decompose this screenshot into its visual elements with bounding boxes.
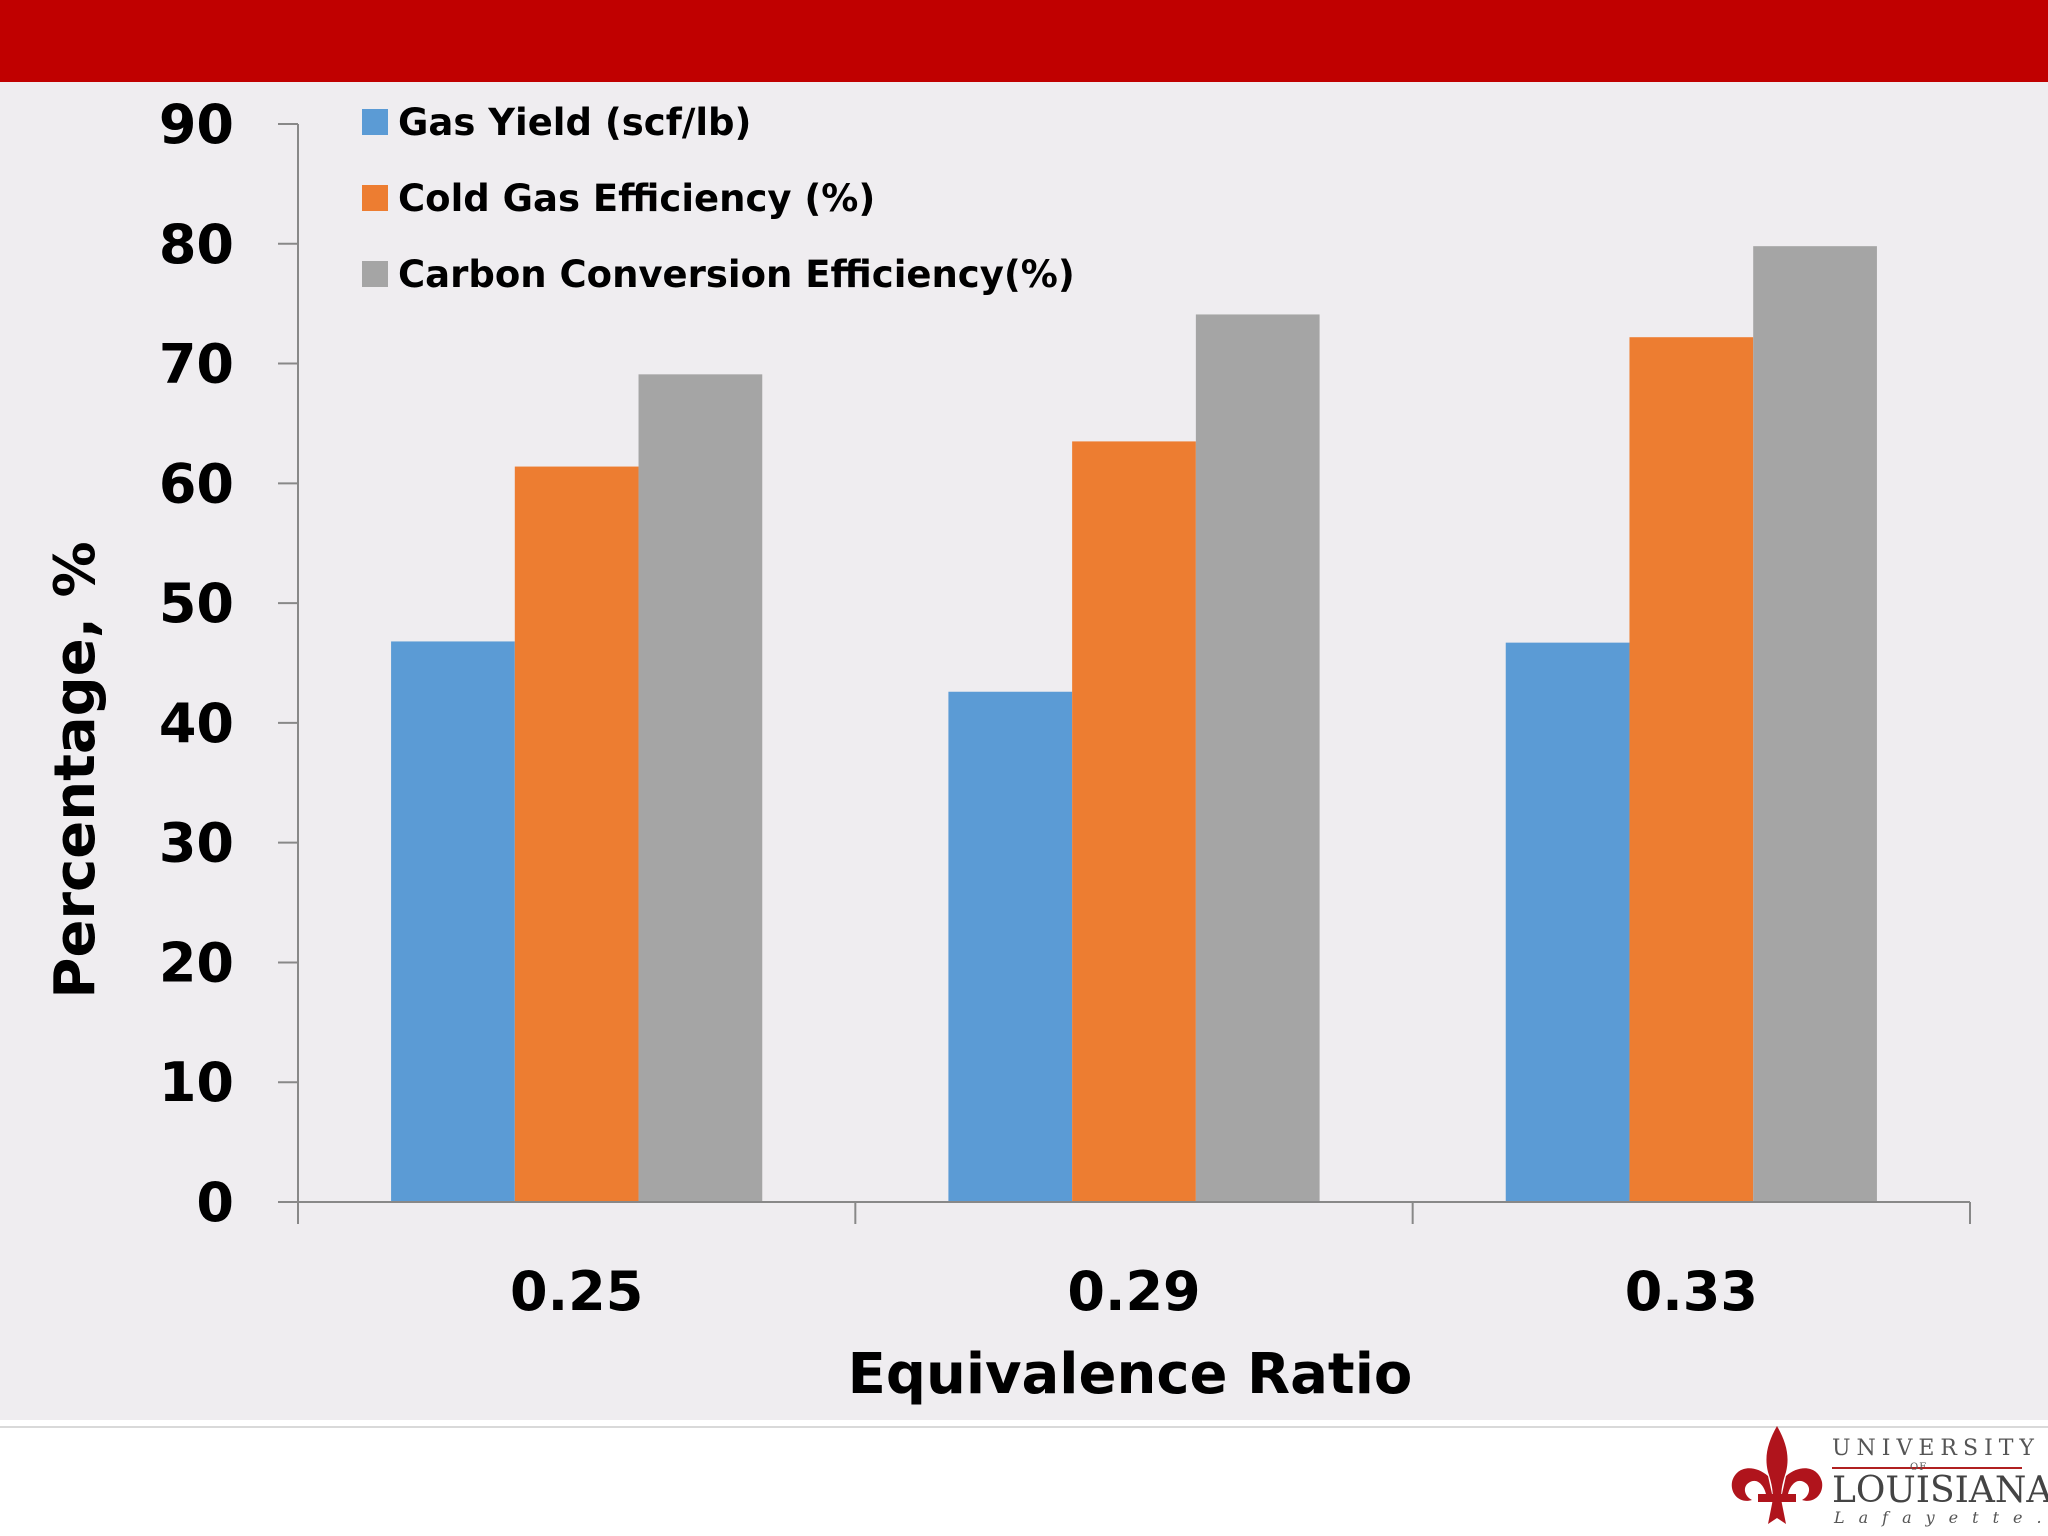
logo-text-louisiana: LOUISIANA	[1832, 1470, 2048, 1511]
bar-carbon-conversion-efficiency	[638, 374, 763, 1202]
logo-text-university: UNIVERSITY	[1832, 1436, 2040, 1461]
legend-swatch	[362, 109, 388, 135]
x-tick-label: 0.33	[1625, 1260, 1758, 1323]
bar-gas-yield-scf-lb	[391, 641, 515, 1202]
y-tick-label: 70	[159, 333, 234, 396]
logo-divider	[1832, 1467, 2022, 1469]
footer-divider	[0, 1426, 2048, 1428]
bar-cold-gas-efficiency	[1072, 441, 1196, 1202]
bar-cold-gas-efficiency	[514, 466, 639, 1202]
y-tick-label: 20	[159, 931, 234, 994]
y-tick-label: 80	[159, 213, 234, 276]
top-banner	[0, 0, 2048, 82]
y-tick-label: 90	[159, 93, 234, 156]
y-tick-label: 30	[159, 812, 234, 875]
legend-entry-label: Gas Yield (scf/lb)	[398, 101, 751, 144]
bar-gas-yield-scf-lb	[948, 691, 1073, 1202]
x-tick-labels: 0.25 0.29 0.33	[510, 1260, 1758, 1323]
y-tick-label: 40	[159, 692, 234, 755]
legend-swatch	[362, 261, 388, 287]
bar-gas-yield-scf-lb	[1505, 642, 1630, 1202]
bar-carbon-conversion-efficiency	[1753, 246, 1877, 1202]
legend-entry-label: Carbon Conversion Efficiency(%)	[398, 253, 1075, 296]
fleur-de-lis-icon	[1731, 1426, 1823, 1524]
legend-entry-label: Cold Gas Efficiency (%)	[398, 177, 875, 220]
y-tick-label: 50	[159, 572, 234, 635]
bar-cold-gas-efficiency	[1629, 337, 1754, 1202]
x-axis-title: Equivalence Ratio	[848, 1342, 1413, 1407]
y-tick-label: 10	[159, 1051, 234, 1114]
x-tick-label: 0.25	[510, 1260, 643, 1323]
axes-group	[278, 123, 1971, 1224]
legend: Gas Yield (scf/lb) Cold Gas Efficiency (%…	[362, 101, 1075, 296]
university-logo: UNIVERSITY OF LOUISIANA Lafayette.	[1728, 1418, 2048, 1530]
logo-text-of: OF	[1910, 1462, 1928, 1473]
logo-text-lafayette: Lafayette.	[1834, 1508, 2048, 1527]
bars-group	[391, 246, 1877, 1202]
legend-swatch	[362, 185, 388, 211]
x-tick-label: 0.29	[1067, 1260, 1200, 1323]
y-axis-title: Percentage, %	[43, 541, 108, 998]
y-tick-labels: 0 10 20 30 40 50 60 70 80 90	[159, 93, 234, 1234]
y-tick-label: 0	[196, 1171, 234, 1234]
bar-carbon-conversion-efficiency	[1195, 314, 1320, 1202]
y-tick-label: 60	[159, 452, 234, 515]
